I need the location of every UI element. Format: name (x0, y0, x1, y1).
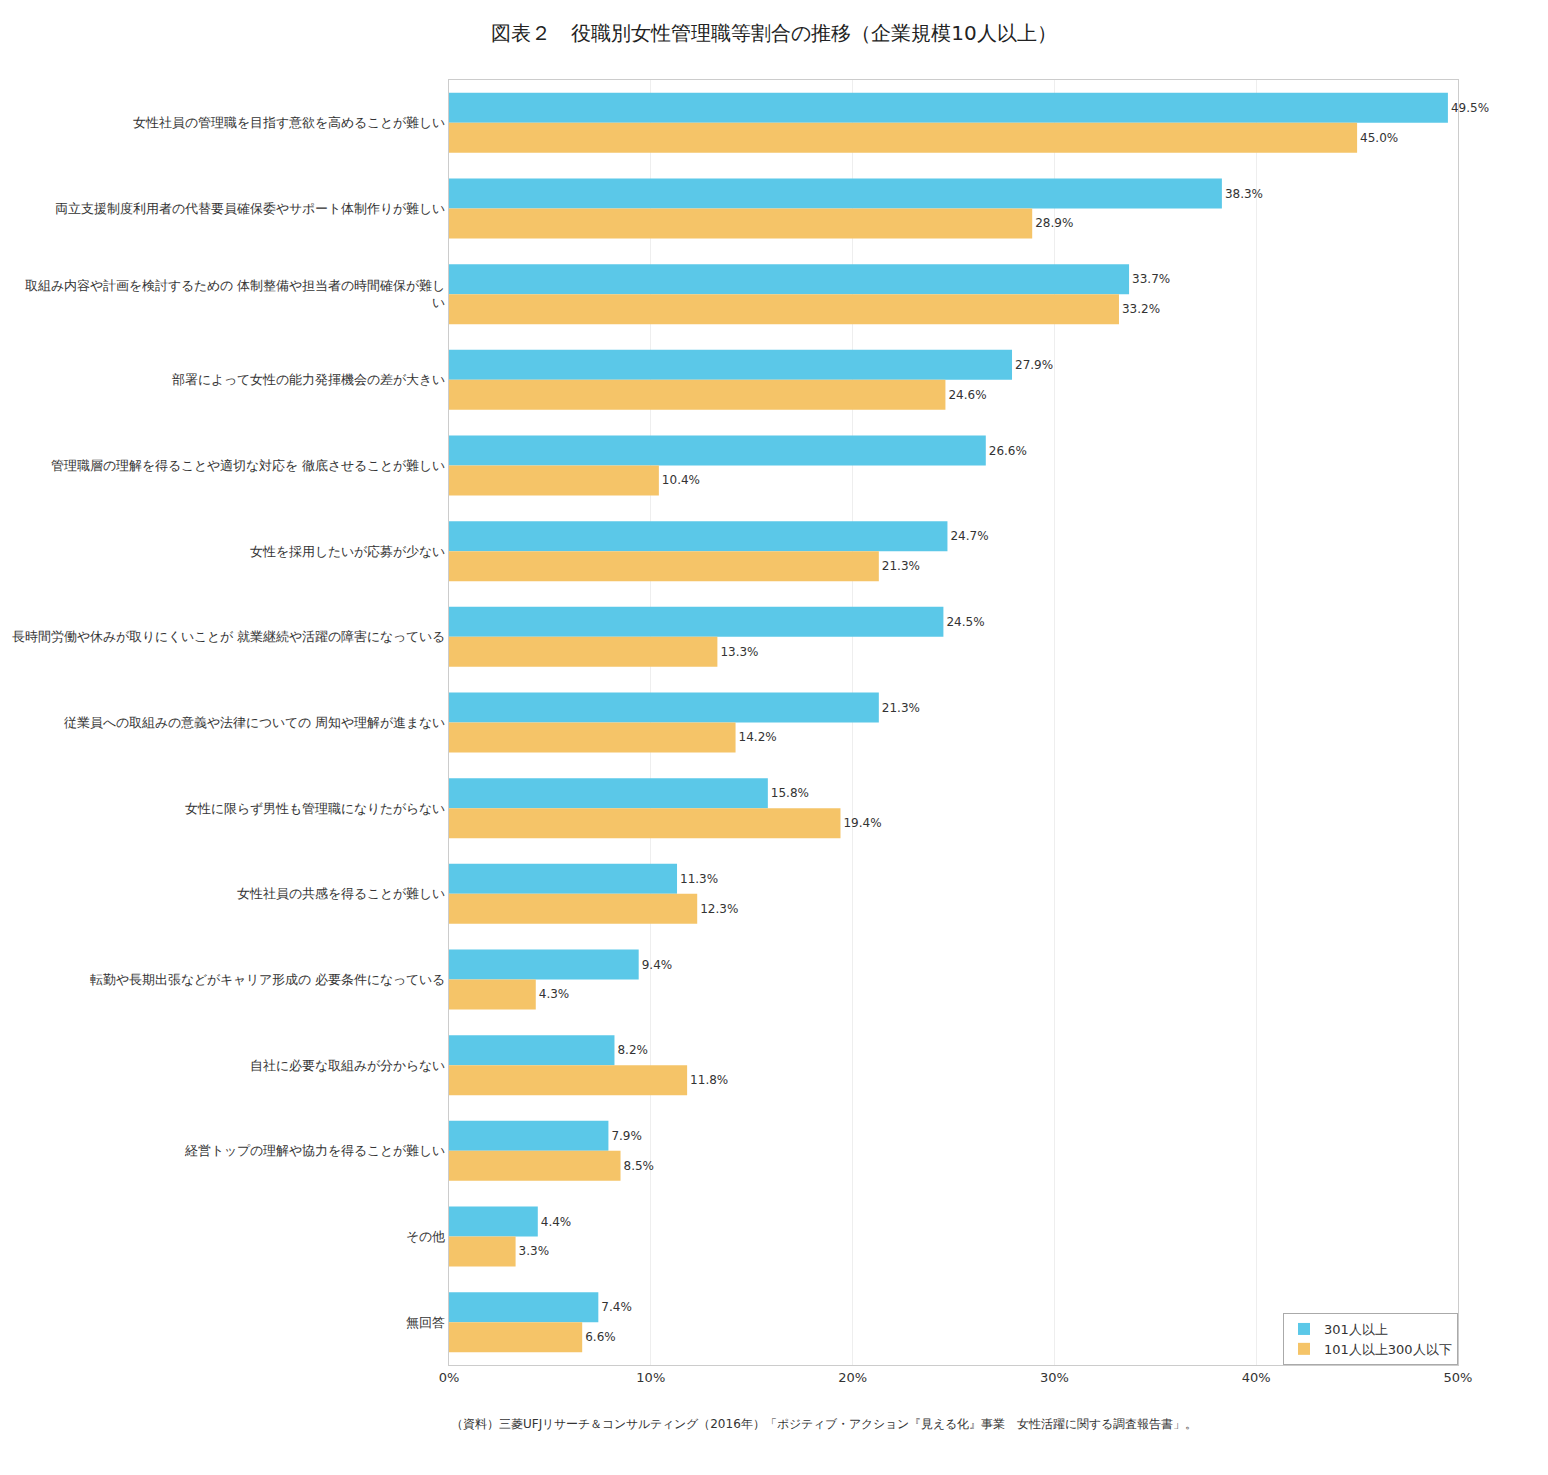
svg-text:8.2%: 8.2% (617, 1043, 648, 1057)
svg-text:両立支援制度利用者の代替要員確保委やサポート体制作りが難しい: 両立支援制度利用者の代替要員確保委やサポート体制作りが難しい (55, 201, 445, 216)
svg-text:自社に必要な取組みが分からない: 自社に必要な取組みが分からない (250, 1058, 445, 1073)
svg-text:40%: 40% (1242, 1370, 1271, 1385)
svg-text:女性を採用したいが応募が少ない: 女性を採用したいが応募が少ない (250, 544, 445, 559)
svg-text:4.4%: 4.4% (541, 1215, 572, 1229)
svg-text:6.6%: 6.6% (585, 1330, 616, 1344)
svg-text:10%: 10% (636, 1370, 665, 1385)
svg-text:無回答: 無回答 (406, 1315, 445, 1330)
svg-text:女性社員の管理職を目指す意欲を高めることが難しい: 女性社員の管理職を目指す意欲を高めることが難しい (133, 115, 445, 130)
svg-text:その他: その他 (406, 1229, 445, 1244)
svg-text:20%: 20% (838, 1370, 867, 1385)
svg-text:7.4%: 7.4% (601, 1300, 632, 1314)
svg-text:部署によって女性の能力発揮機会の差が大きい: 部署によって女性の能力発揮機会の差が大きい (172, 372, 445, 387)
svg-text:図表２ 役職別女性管理職等割合の推移（企業規模10人以上）: 図表２ 役職別女性管理職等割合の推移（企業規模10人以上） (491, 21, 1056, 45)
svg-text:50%: 50% (1444, 1370, 1473, 1385)
svg-text:11.3%: 11.3% (680, 872, 718, 886)
svg-text:従業員への取組みの意義や法律についての 周知や理解が進まない: 従業員への取組みの意義や法律についての 周知や理解が進まない (64, 715, 445, 730)
svg-text:24.6%: 24.6% (948, 388, 986, 402)
svg-text:取組み内容や計画を検討するための 体制整備や担当者の時間確保: 取組み内容や計画を検討するための 体制整備や担当者の時間確保が難しい (25, 278, 445, 310)
svg-text:24.5%: 24.5% (946, 615, 984, 629)
svg-text:13.3%: 13.3% (720, 645, 758, 659)
svg-text:経営トップの理解や協力を得ることが難しい: 経営トップの理解や協力を得ることが難しい (184, 1143, 445, 1158)
svg-text:21.3%: 21.3% (882, 559, 920, 573)
svg-text:11.8%: 11.8% (690, 1073, 728, 1087)
svg-text:27.9%: 27.9% (1015, 358, 1053, 372)
svg-text:30%: 30% (1040, 1370, 1069, 1385)
svg-text:0%: 0% (439, 1370, 460, 1385)
svg-text:101人以上300人以下: 101人以上300人以下 (1324, 1342, 1452, 1357)
svg-text:33.2%: 33.2% (1122, 302, 1160, 316)
svg-text:7.9%: 7.9% (611, 1129, 642, 1143)
svg-text:（資料）三菱UFJリサーチ＆コンサルティング（2016年）「: （資料）三菱UFJリサーチ＆コンサルティング（2016年）「ポジティブ・アクショ… (451, 1417, 1197, 1431)
svg-text:301人以上: 301人以上 (1324, 1322, 1388, 1337)
svg-text:8.5%: 8.5% (624, 1159, 655, 1173)
svg-text:19.4%: 19.4% (843, 816, 881, 830)
svg-text:4.3%: 4.3% (539, 987, 570, 1001)
svg-text:12.3%: 12.3% (700, 902, 738, 916)
svg-text:9.4%: 9.4% (642, 958, 673, 972)
svg-text:26.6%: 26.6% (989, 444, 1027, 458)
svg-text:女性に限らず男性も管理職になりたがらない: 女性に限らず男性も管理職になりたがらない (185, 801, 445, 816)
svg-text:転勤や長期出張などがキャリア形成の 必要条件になっている: 転勤や長期出張などがキャリア形成の 必要条件になっている (90, 972, 445, 987)
svg-text:管理職層の理解を得ることや適切な対応を 徹底させることが難し: 管理職層の理解を得ることや適切な対応を 徹底させることが難しい (51, 458, 445, 473)
svg-text:45.0%: 45.0% (1360, 131, 1398, 145)
svg-text:28.9%: 28.9% (1035, 216, 1073, 230)
svg-text:女性社員の共感を得ることが難しい: 女性社員の共感を得ることが難しい (237, 886, 445, 901)
svg-text:21.3%: 21.3% (882, 701, 920, 715)
svg-text:24.7%: 24.7% (950, 529, 988, 543)
svg-text:14.2%: 14.2% (739, 730, 777, 744)
svg-text:15.8%: 15.8% (771, 786, 809, 800)
svg-text:10.4%: 10.4% (662, 473, 700, 487)
svg-text:33.7%: 33.7% (1132, 272, 1170, 286)
svg-text:3.3%: 3.3% (519, 1244, 550, 1258)
svg-text:49.5%: 49.5% (1451, 101, 1489, 115)
svg-text:38.3%: 38.3% (1225, 187, 1263, 201)
svg-text:長時間労働や休みが取りにくいことが 就業継続や活躍の障害にな: 長時間労働や休みが取りにくいことが 就業継続や活躍の障害になっている (12, 629, 445, 644)
